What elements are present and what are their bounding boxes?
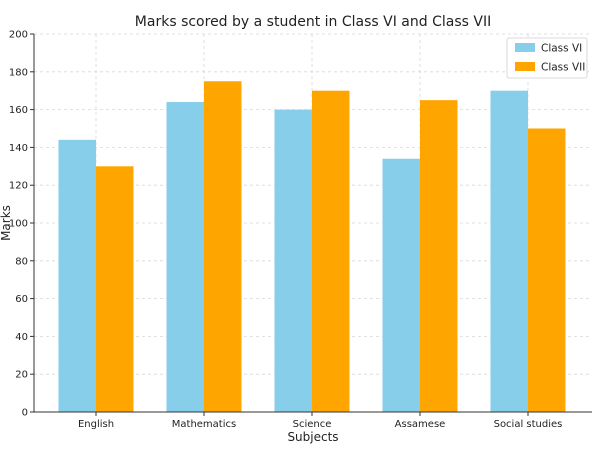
bar-class-vii-science xyxy=(312,90,350,412)
y-tick-label: 0 xyxy=(22,408,28,419)
x-tick-label: Social studies xyxy=(494,419,563,430)
y-tick-label: 60 xyxy=(15,294,28,305)
x-tick-label: Assamese xyxy=(395,419,446,430)
bar-class-vi-assamese xyxy=(382,158,420,412)
bar-class-vii-assamese xyxy=(420,100,458,413)
y-axis-ticks: 0 20 40 60 80 100 120 140 160 180 200 xyxy=(9,30,34,419)
y-axis-title: Marks xyxy=(0,205,13,241)
y-tick-label: 20 xyxy=(15,370,28,381)
x-axis-ticks: English Mathematics Science Assamese Social … xyxy=(78,412,562,430)
bar-class-vi-english xyxy=(58,139,96,412)
bar-class-vi-science xyxy=(274,109,312,412)
legend-label-class-vii: Class VII xyxy=(541,62,585,74)
bar-class-vi-mathematics xyxy=(166,102,204,412)
y-tick-label: 140 xyxy=(9,143,28,154)
legend-swatch-class-vi xyxy=(515,43,535,52)
y-tick-label: 40 xyxy=(15,332,28,343)
bar-class-vii-mathematics xyxy=(204,81,242,412)
legend: Class VI Class VII xyxy=(506,37,588,79)
y-tick-label: 160 xyxy=(9,105,28,116)
legend-swatch-class-vii xyxy=(515,62,535,71)
y-tick-label: 200 xyxy=(9,30,28,41)
chart-title: Marks scored by a student in Class VI an… xyxy=(135,14,491,30)
y-tick-label: 120 xyxy=(9,181,28,192)
y-tick-label: 180 xyxy=(9,67,28,78)
legend-label-class-vi: Class VI xyxy=(541,43,582,55)
x-tick-label: Science xyxy=(293,419,332,430)
bar-class-vii-english xyxy=(96,166,134,412)
bar-class-vi-social-studies xyxy=(490,90,528,412)
x-tick-label: English xyxy=(78,419,114,430)
y-tick-label: 100 xyxy=(9,219,28,230)
y-tick-label: 80 xyxy=(15,256,28,267)
x-axis-title: Subjects xyxy=(287,430,338,444)
x-tick-label: Mathematics xyxy=(172,419,236,430)
bars xyxy=(58,81,566,413)
bar-class-vii-social-studies xyxy=(528,128,566,412)
